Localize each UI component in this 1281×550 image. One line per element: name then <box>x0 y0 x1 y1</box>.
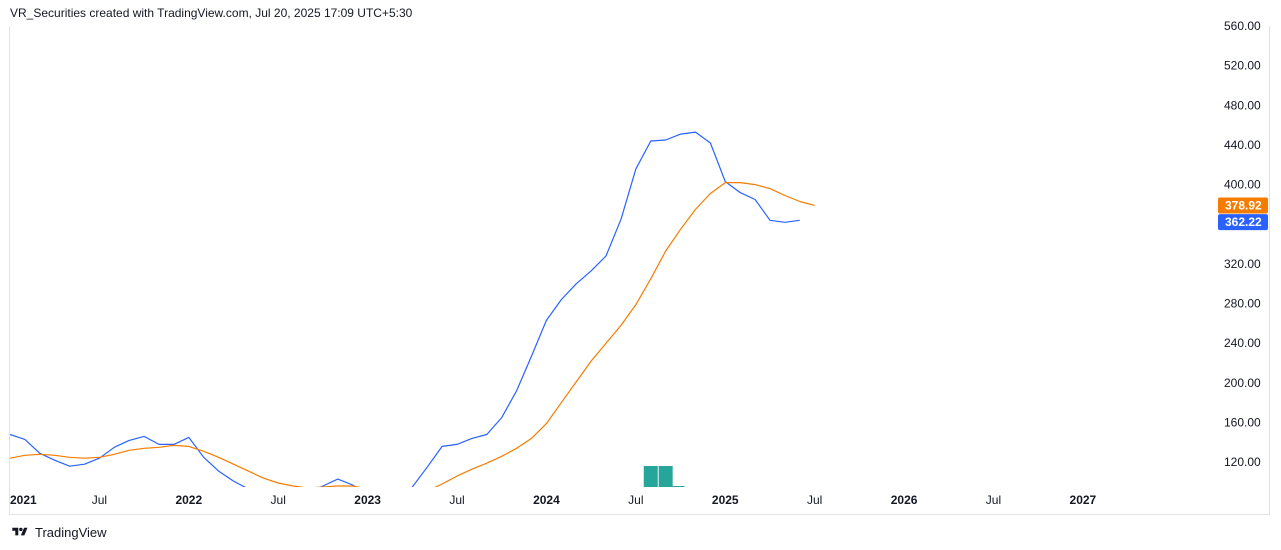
last-value-text: 362.22 <box>1225 215 1262 229</box>
y-tick-label: 480.00 <box>1224 98 1261 112</box>
y-tick-label: 120.00 <box>1224 455 1261 469</box>
x-tick-label: 2026 <box>891 493 918 507</box>
y-tick-label: 240.00 <box>1224 336 1261 350</box>
x-tick-label: 2023 <box>354 493 381 507</box>
series-layer <box>10 131 815 500</box>
volume-bar <box>643 466 658 487</box>
chart-frame <box>9 26 1270 515</box>
last-value-label-2: 378.92 <box>1218 197 1268 214</box>
volume-layer <box>643 466 685 487</box>
tradingview-logo-icon <box>12 527 28 536</box>
x-tick-label: Jul <box>449 493 464 507</box>
x-tick-label: 2021 <box>10 493 37 507</box>
x-tick-label: Jul <box>628 493 643 507</box>
price-axis[interactable]: 560.00520.00480.00440.00400.00360.00320.… <box>1224 19 1261 469</box>
last-value-text: 378.92 <box>1225 199 1262 213</box>
y-tick-label: 400.00 <box>1224 178 1261 192</box>
series-line-1[interactable] <box>10 131 800 500</box>
x-tick-label: 2024 <box>533 493 560 507</box>
x-tick-label: Jul <box>92 493 107 507</box>
time-axis[interactable]: 2021 Jul 2022 Jul 2023 Jul 2024 Jul 2025 Jul 2026 J… <box>10 493 1097 507</box>
x-tick-label: 2022 <box>175 493 202 507</box>
tradingview-brand[interactable]: TradingView <box>10 524 107 540</box>
y-tick-label: 520.00 <box>1224 59 1261 73</box>
x-tick-label: 2025 <box>712 493 739 507</box>
y-tick-label: 280.00 <box>1224 297 1261 311</box>
last-value-badge <box>1218 197 1268 214</box>
y-tick-label: 200.00 <box>1224 376 1261 390</box>
y-tick-label: 320.00 <box>1224 257 1261 271</box>
brand-name: TradingView <box>35 524 107 540</box>
y-tick-label: 440.00 <box>1224 138 1261 152</box>
last-value-labels: 362.22 378.92 <box>1218 197 1268 231</box>
series-line-2[interactable] <box>10 182 815 495</box>
y-tick-label: 160.00 <box>1224 416 1261 430</box>
chart-attribution: VR_Securities created with TradingView.c… <box>10 6 413 20</box>
x-tick-label: Jul <box>986 493 1001 507</box>
x-tick-label: Jul <box>271 493 286 507</box>
volume-bar <box>658 466 673 487</box>
last-value-label-1: 362.22 <box>1218 214 1268 231</box>
y-tick-label: 560.00 <box>1224 19 1261 33</box>
x-tick-label: 2027 <box>1070 493 1097 507</box>
x-tick-label: Jul <box>807 493 822 507</box>
last-value-badge <box>1218 214 1268 231</box>
